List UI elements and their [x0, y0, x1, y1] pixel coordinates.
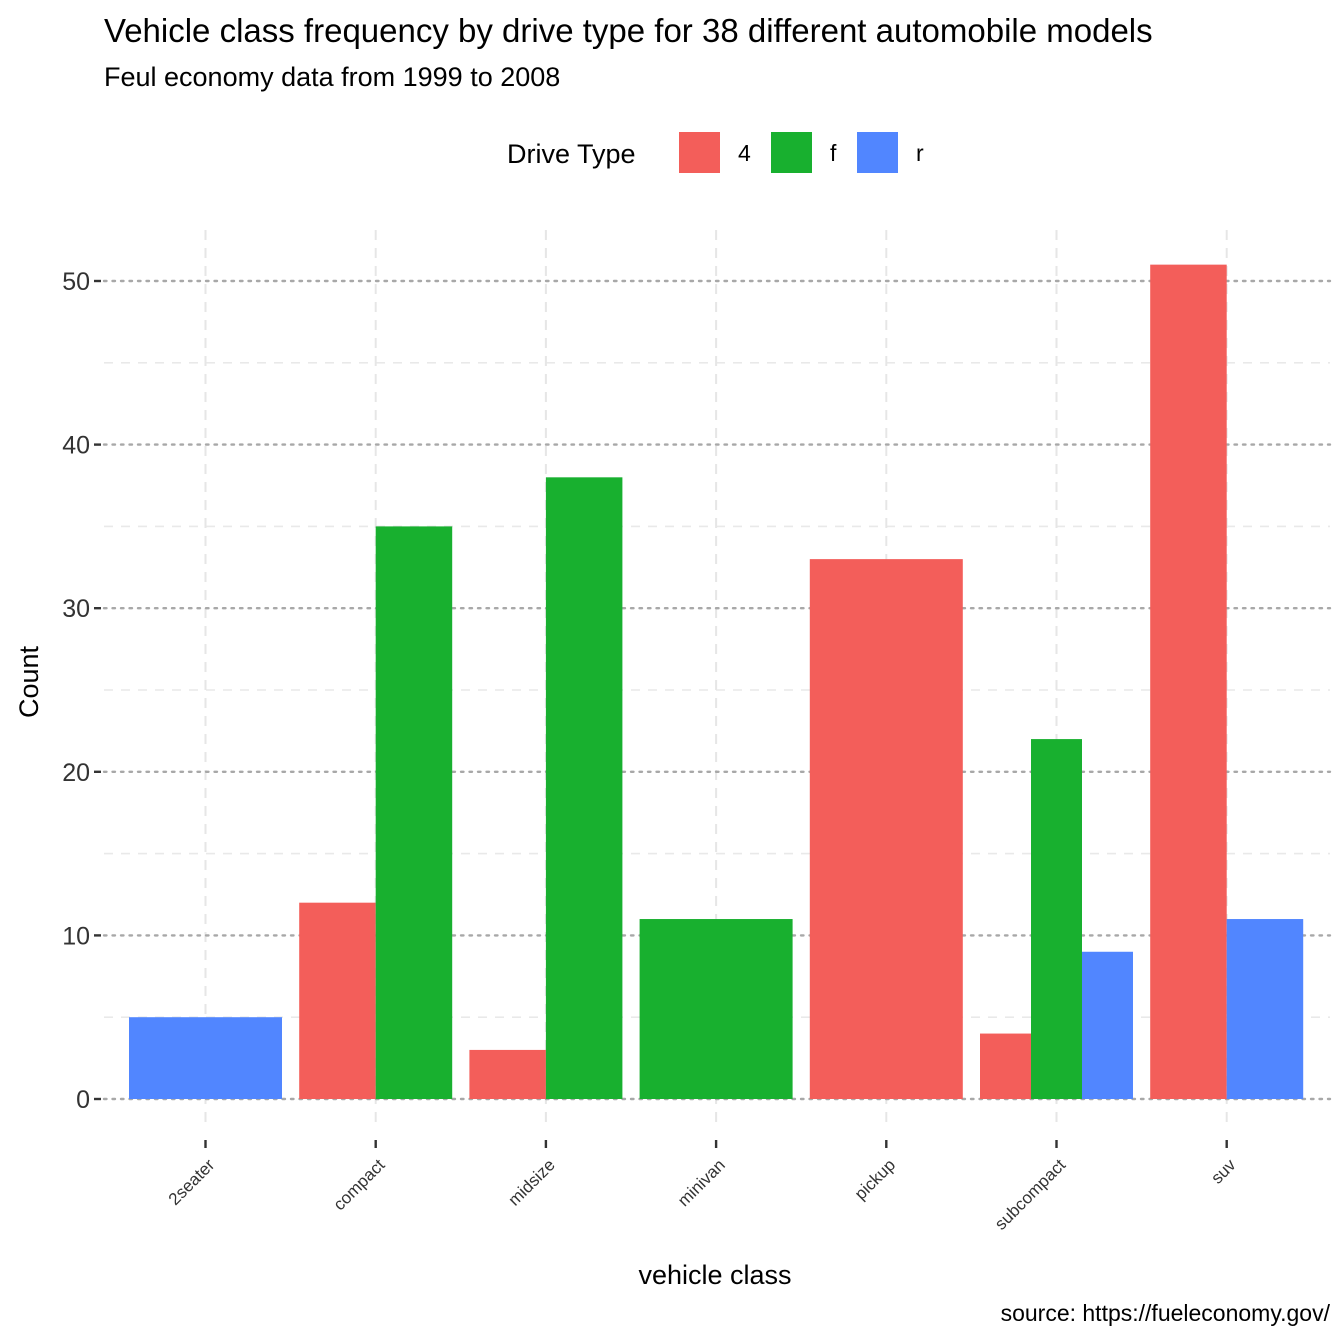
- x-tick-label: pickup: [851, 1155, 899, 1203]
- legend-title: Drive Type: [507, 139, 636, 169]
- y-tick-label: 0: [76, 1086, 90, 1114]
- bars: [129, 264, 1304, 1099]
- y-tick-label: 20: [62, 759, 90, 787]
- bar-2seater-r: [129, 1017, 282, 1099]
- y-axis-title: Count: [14, 645, 44, 718]
- legend-label-r: r: [916, 140, 924, 166]
- legend: Drive Type 4 f r: [507, 130, 924, 175]
- chart-subtitle: Feul economy data from 1999 to 2008: [104, 62, 561, 92]
- bar-midsize-4: [469, 1049, 546, 1099]
- chart-caption: source: https://fueleconomy.gov/: [1000, 1300, 1330, 1326]
- x-axis-title: vehicle class: [638, 1260, 791, 1290]
- bar-compact-f: [375, 526, 453, 1099]
- y-tick-label: 40: [62, 432, 90, 460]
- bar-compact-4: [299, 902, 376, 1099]
- legend-key-f: [769, 130, 814, 175]
- legend-key-r: [855, 130, 900, 175]
- x-tick-label: suv: [1207, 1155, 1239, 1187]
- y-tick-label: 50: [62, 268, 90, 296]
- x-tick-label: midsize: [505, 1155, 559, 1209]
- chart-title: Vehicle class frequency by drive type fo…: [104, 12, 1153, 49]
- legend-key-4: [677, 130, 722, 175]
- x-tick-label: 2seater: [165, 1155, 219, 1209]
- legend-label-4: 4: [738, 140, 751, 166]
- y-tick-label: 10: [62, 922, 90, 950]
- x-tick-label: subcompact: [991, 1155, 1069, 1233]
- bar-subcompact-f: [1031, 739, 1082, 1099]
- x-tick-label: minivan: [674, 1155, 729, 1210]
- bar-midsize-f: [545, 477, 623, 1099]
- bar-subcompact-r: [1082, 951, 1133, 1099]
- bar-suv-4: [1150, 264, 1227, 1099]
- x-tick-label: compact: [330, 1155, 389, 1214]
- legend-label-f: f: [830, 140, 837, 166]
- bar-subcompact-4: [980, 1033, 1031, 1099]
- bar-pickup-4: [809, 559, 963, 1099]
- y-tick-label: 30: [62, 595, 90, 623]
- bar-minivan-f: [639, 919, 793, 1099]
- bar-suv-r: [1226, 919, 1304, 1099]
